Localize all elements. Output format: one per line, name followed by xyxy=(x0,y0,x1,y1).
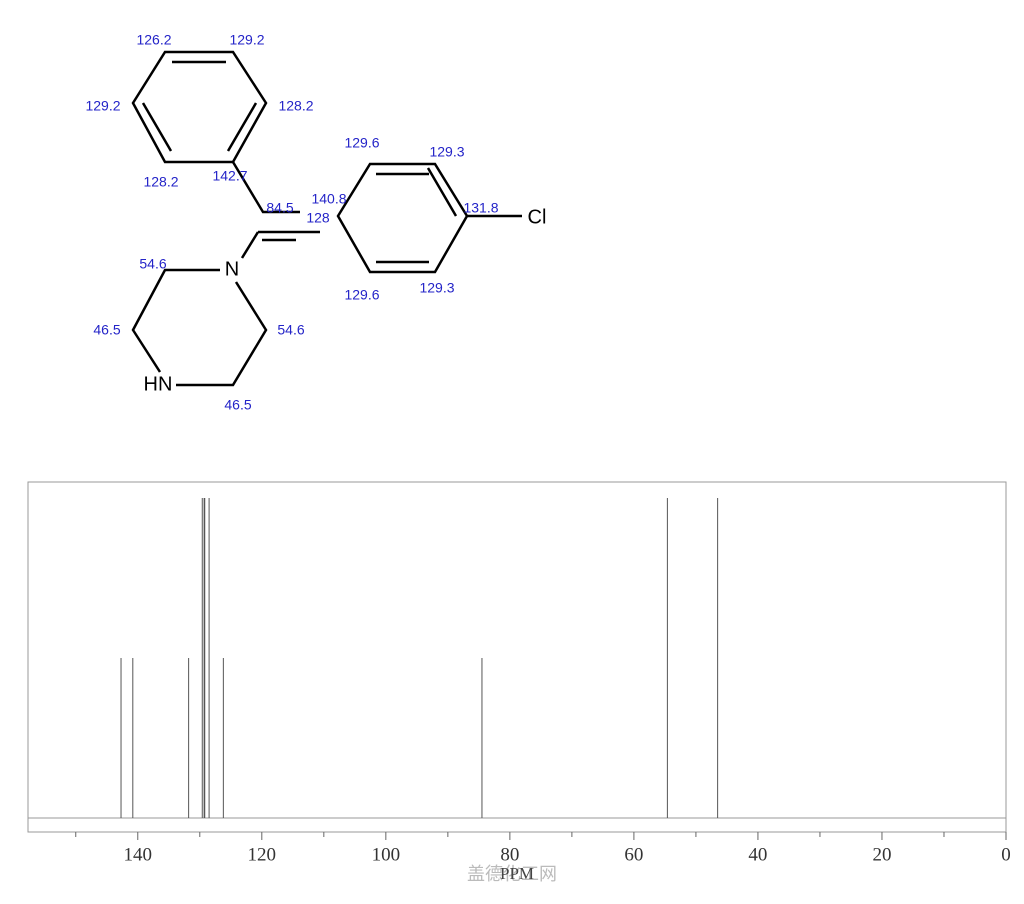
atom-label: N xyxy=(225,258,239,280)
x-tick-label: 100 xyxy=(372,844,401,865)
shift-label: 46.5 xyxy=(93,322,120,338)
x-axis-label: PPM xyxy=(500,864,534,883)
shift-label: 54.6 xyxy=(277,322,304,338)
bond xyxy=(131,50,268,164)
bond xyxy=(336,162,522,274)
watermark: 盖德化工网 xyxy=(467,864,557,885)
x-tick-label: 0 xyxy=(1001,844,1011,865)
x-tick-label: 140 xyxy=(124,844,153,865)
shift-label: 129.2 xyxy=(85,98,120,114)
atom-label: Cl xyxy=(528,206,547,228)
shift-label: 54.6 xyxy=(139,256,166,272)
molecule: Cl N HN 126.2 129.2 129.2 128.2 128.2 14… xyxy=(85,32,546,413)
shift-label: 129.6 xyxy=(344,287,379,303)
shift-label: 129.3 xyxy=(419,280,454,296)
shift-label: 128 xyxy=(306,210,330,226)
plot-frame xyxy=(27,481,1007,833)
shift-label: 46.5 xyxy=(224,397,251,413)
shift-label: 129.2 xyxy=(229,32,264,48)
shift-label: 128.2 xyxy=(278,98,313,114)
shift-label: 126.2 xyxy=(136,32,171,48)
shift-label: 131.8 xyxy=(463,200,498,216)
shift-label: 129.6 xyxy=(344,135,379,151)
x-tick-label: 120 xyxy=(248,844,277,865)
x-tick-label: 80 xyxy=(500,844,519,865)
shift-label: 140.8 xyxy=(311,191,346,207)
x-tick-label: 60 xyxy=(624,844,643,865)
shift-label: 84.5 xyxy=(266,200,293,216)
x-tick-label: 20 xyxy=(872,844,891,865)
shift-label: 142.7 xyxy=(212,168,247,184)
bond xyxy=(231,161,320,259)
bond xyxy=(131,268,268,387)
atom-label: HN xyxy=(144,373,173,395)
shift-label: 128.2 xyxy=(143,174,178,190)
x-tick-label: 40 xyxy=(748,844,767,865)
shift-label: 129.3 xyxy=(429,144,464,160)
